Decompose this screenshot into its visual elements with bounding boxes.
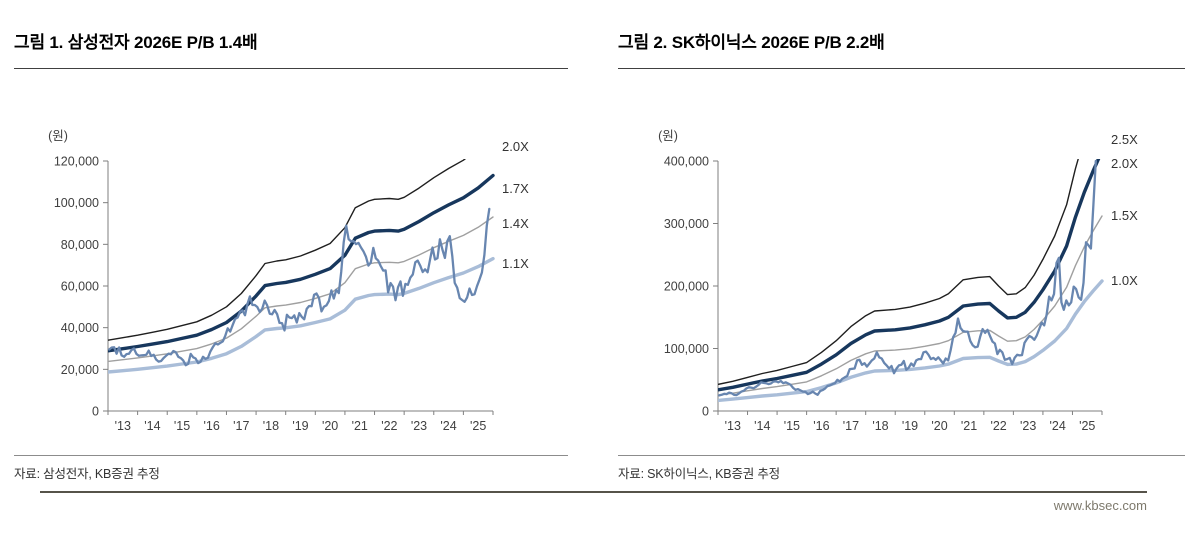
y-tick-label: 100,000 [54, 196, 99, 210]
band-line-2.0X [718, 159, 1101, 392]
title-divider [618, 68, 1185, 69]
y-axis-unit-label: (원) [48, 129, 68, 143]
y-tick-label: 400,000 [664, 155, 709, 169]
band-line-1.5X [718, 215, 1103, 396]
price-line [718, 159, 1097, 397]
pb-band-chart-samsung: 0 20,000 40,000 60,000 80,000 100,000 120,000 '… [14, 110, 585, 450]
band-label-1.5X: 1.5X [1111, 208, 1138, 223]
band-line-1.1X [108, 256, 495, 374]
x-tick-label: '24 [440, 419, 456, 433]
x-tick-label: '17 [843, 419, 859, 433]
source-note: 자료: SK하이닉스, KB증권 추정 [618, 467, 780, 481]
band-label-2.0X: 2.0X [1111, 156, 1138, 171]
source-divider: 자료: 삼성전자, KB증권 추정 [14, 455, 568, 482]
band-label-1.0X: 1.0X [1111, 273, 1138, 288]
x-tick-label: '15 [174, 419, 190, 433]
y-tick-label: 0 [702, 405, 709, 419]
x-tick-label: '13 [725, 419, 741, 433]
x-tick-label: '20 [322, 419, 338, 433]
x-tick-label: '14 [754, 419, 770, 433]
x-tick-label: '19 [292, 419, 308, 433]
x-tick-label: '22 [381, 419, 397, 433]
y-tick-label: 80,000 [61, 238, 99, 252]
y-tick-label: 120,000 [54, 155, 99, 169]
band-label-1.7X: 1.7X [502, 181, 529, 196]
x-tick-label: '25 [470, 419, 486, 433]
band-line-2.5X [718, 159, 1079, 386]
y-tick-label: 200,000 [664, 280, 709, 294]
figure-title: 그림 2. SK하이닉스 2026E P/B 2.2배 [618, 33, 885, 52]
x-tick-label: '22 [990, 419, 1006, 433]
y-tick-label: 40,000 [61, 321, 99, 335]
y-tick-label: 300,000 [664, 217, 709, 231]
source-note: 자료: 삼성전자, KB증권 추정 [14, 467, 160, 481]
y-axis-unit-label: (원) [658, 129, 678, 143]
x-tick-label: '15 [784, 419, 800, 433]
x-tick-label: '16 [813, 419, 829, 433]
title-divider [14, 68, 568, 69]
band-label-2.0X: 2.0X [502, 139, 529, 154]
band-line-1.4X [108, 216, 494, 363]
band-label-1.1X: 1.1X [502, 256, 529, 271]
x-tick-label: '13 [115, 419, 131, 433]
skhynix-chart-canvas: 0 100,000 200,000 300,000 400,000 '13 '14 '15 '1… [658, 129, 1138, 433]
band-line-1.0X [718, 279, 1104, 403]
source-divider: 자료: SK하이닉스, KB증권 추정 [618, 455, 1185, 482]
footer-website-link[interactable]: www.kbsec.com [1053, 498, 1147, 513]
x-tick-label: '24 [1050, 419, 1066, 433]
x-tick-label: '21 [961, 419, 977, 433]
y-tick-label: 60,000 [61, 280, 99, 294]
figure-skhynix-pb-band: 그림 2. SK하이닉스 2026E P/B 2.2배 0 100,000 200,… [618, 28, 1185, 481]
samsung-chart-canvas: 0 20,000 40,000 60,000 80,000 100,000 120,000 '… [48, 129, 529, 433]
x-tick-label: '17 [233, 419, 249, 433]
x-tick-label: '18 [872, 419, 888, 433]
band-line-1.7X [108, 173, 495, 353]
x-tick-label: '14 [144, 419, 160, 433]
band-label-1.4X: 1.4X [502, 216, 529, 231]
x-tick-label: '25 [1079, 419, 1095, 433]
figure-samsung-pb-band: 그림 1. 삼성전자 2026E P/B 1.4배 0 20,000 40,000 6… [14, 28, 568, 481]
figure-title: 그림 1. 삼성전자 2026E P/B 1.4배 [14, 33, 258, 52]
pb-band-chart-skhynix: 0 100,000 200,000 300,000 400,000 '13 '14 '15 '1… [618, 110, 1189, 450]
x-tick-label: '18 [263, 419, 279, 433]
x-tick-label: '20 [931, 419, 947, 433]
y-tick-label: 100,000 [664, 342, 709, 356]
x-tick-label: '21 [352, 419, 368, 433]
y-tick-label: 0 [92, 405, 99, 419]
x-tick-label: '23 [1020, 419, 1036, 433]
footer-divider: www.kbsec.com [40, 491, 1147, 513]
y-tick-label: 20,000 [61, 363, 99, 377]
x-tick-label: '19 [902, 419, 918, 433]
x-tick-label: '16 [204, 419, 220, 433]
price-line [108, 207, 491, 367]
band-label-2.5X: 2.5X [1111, 132, 1138, 147]
x-tick-label: '23 [411, 419, 427, 433]
band-line-2.0X [108, 159, 467, 341]
